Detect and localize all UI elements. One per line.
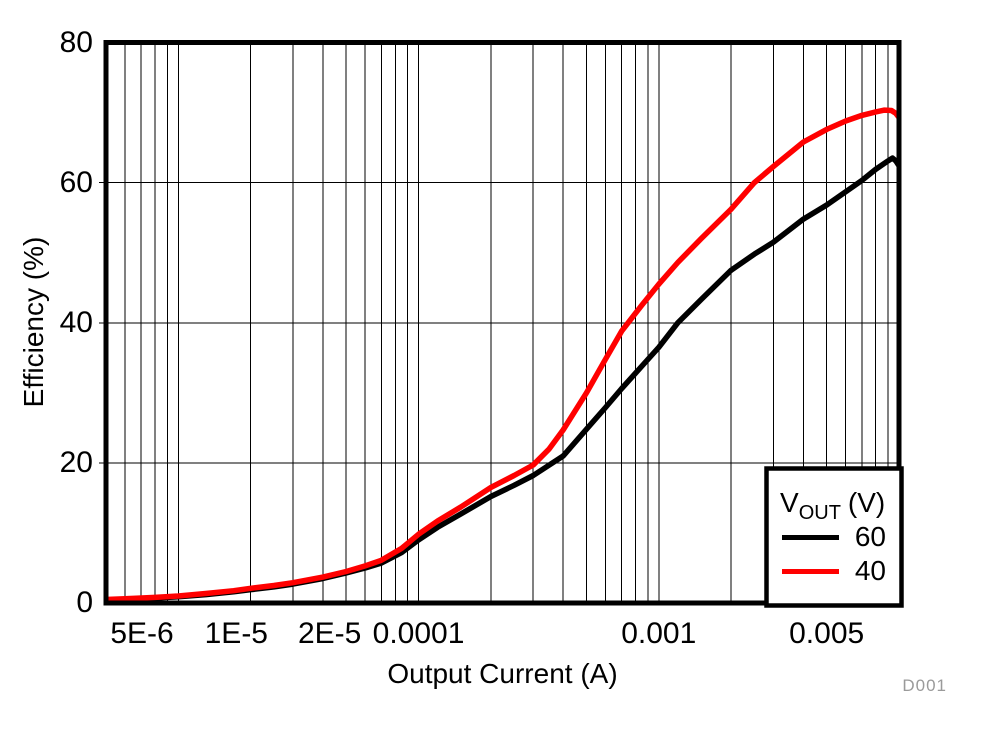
- legend-title-symbol: V: [780, 487, 799, 518]
- legend-entry-label: 60: [854, 521, 886, 552]
- legend-swatch: [782, 569, 839, 574]
- x-tick-label: 0.005: [789, 617, 865, 650]
- y-axis-title: Efficiency (%): [18, 236, 49, 408]
- y-tick-label: 40: [59, 305, 93, 339]
- y-tick-label: 20: [59, 445, 93, 479]
- y-tick-label: 60: [59, 165, 93, 199]
- x-axis-title: Output Current (A): [387, 658, 618, 689]
- legend-title: VOUT (V): [780, 486, 885, 530]
- x-tick-label: 0.001: [621, 617, 697, 650]
- legend-swatch: [782, 535, 839, 540]
- x-tick-label: 2E-5: [297, 617, 362, 650]
- x-tick-label: 5E-6: [110, 617, 174, 650]
- x-tick-label: 0.0001: [372, 617, 465, 650]
- x-tick-label: 1E-5: [204, 617, 268, 650]
- y-tick-label: 0: [76, 586, 93, 619]
- legend-title-subscript: OUT: [798, 502, 841, 524]
- y-tick-label: 80: [59, 25, 93, 59]
- figure-code: D001: [902, 676, 947, 695]
- legend-title-unit: (V): [847, 487, 886, 518]
- legend-entry-label: 40: [854, 555, 886, 586]
